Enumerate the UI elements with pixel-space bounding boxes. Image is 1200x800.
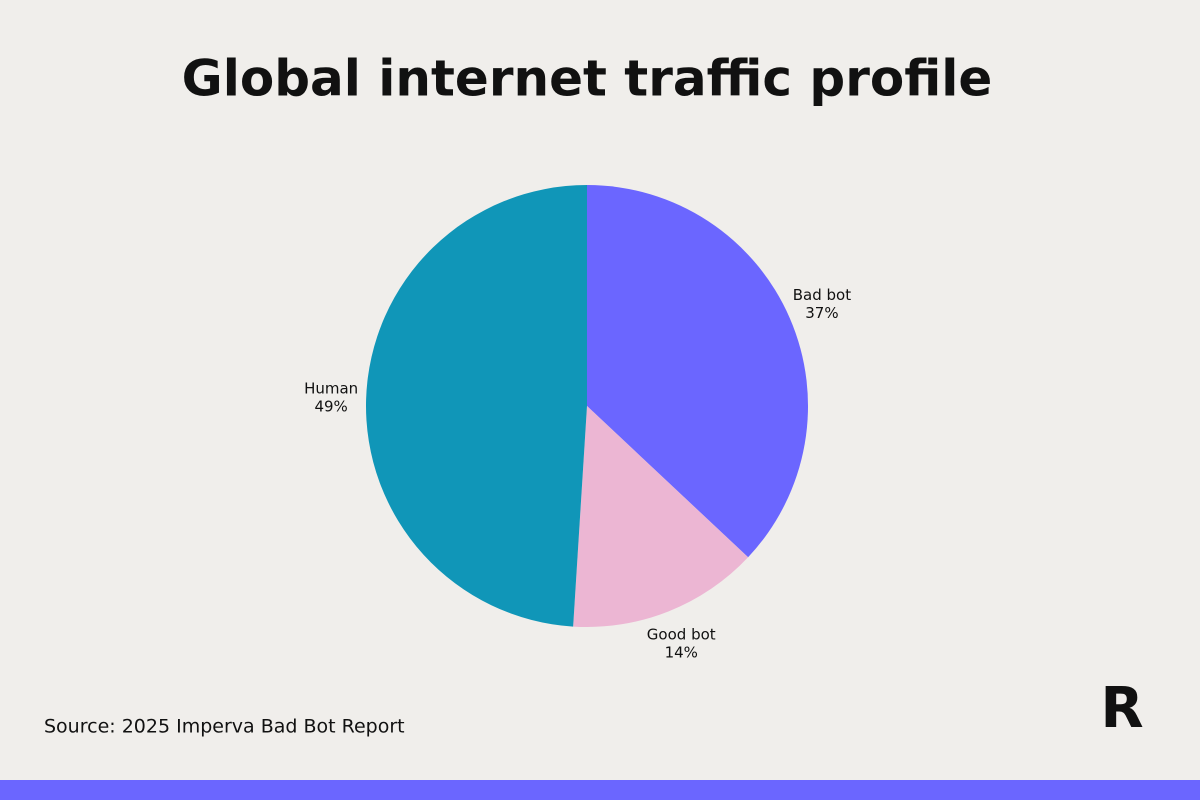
logo: R [1100,676,1143,741]
slice-value: 49% [314,397,347,415]
pie-slice [573,406,749,627]
source: Source: 2025 Imperva Bad Bot Report [44,716,405,738]
footer-bar [0,780,1200,800]
slice-value: 37% [805,304,838,322]
pie-slice [587,185,808,558]
slice-value: 14% [665,644,698,662]
pie-slice [365,185,587,627]
slice-label: Human [304,379,358,397]
slice-label: Bad bot [793,286,851,304]
slice-label: Good bot [647,626,716,644]
chart-title: Global internet traffic profile [182,50,993,108]
